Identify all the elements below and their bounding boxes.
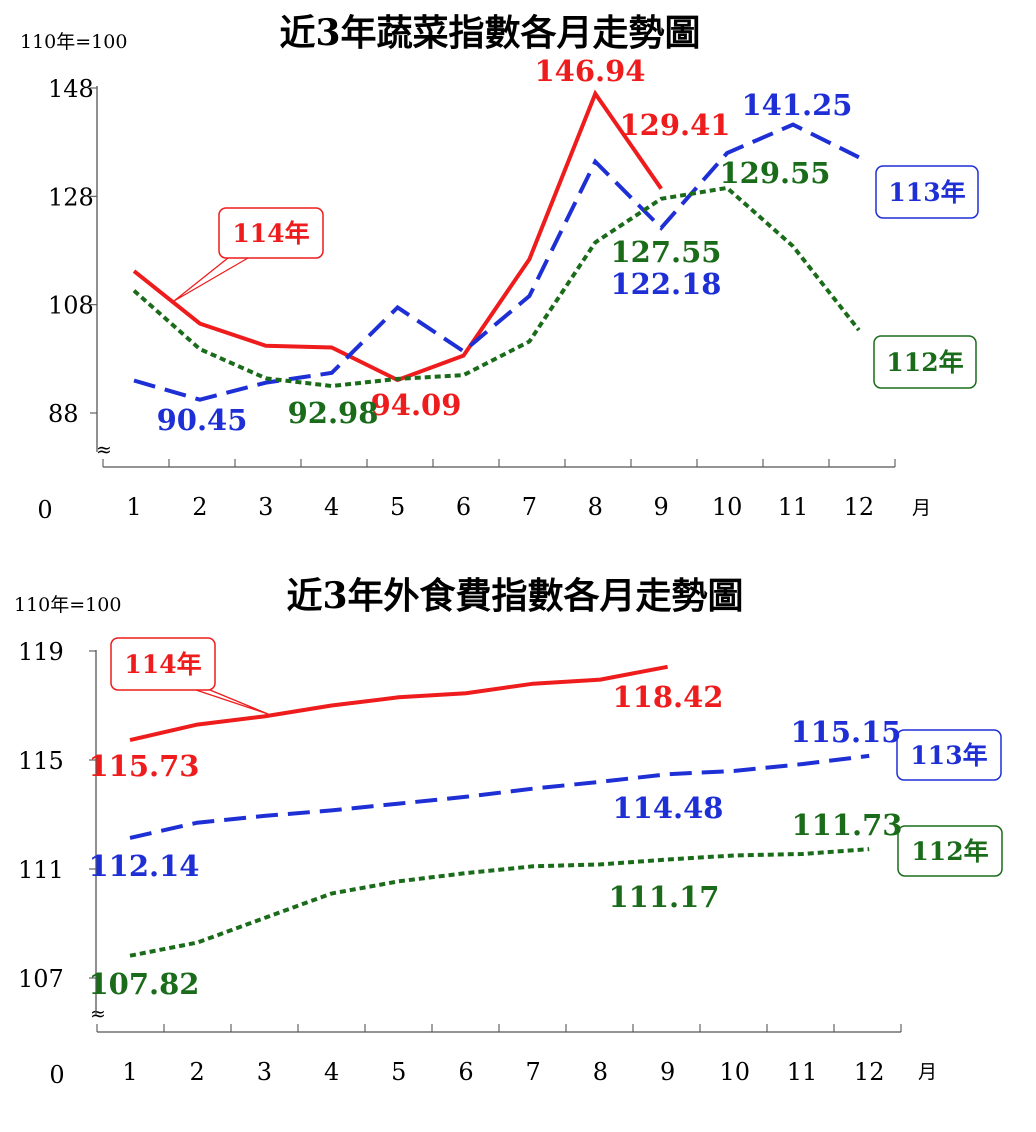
x-tick-label: 2: [190, 1058, 205, 1086]
x-tick-label: 5: [390, 493, 405, 521]
tag-text: 112年: [911, 837, 988, 866]
tag-box: [218, 207, 324, 259]
x-tick-label: 9: [660, 1058, 675, 1086]
data-label: 122.18: [611, 267, 722, 301]
series-line-113年: [133, 122, 860, 402]
y-tick-label: 119: [18, 638, 64, 666]
zero-label: 0: [49, 1061, 64, 1089]
tag-text: 112年: [886, 348, 963, 377]
tag-text: 114年: [232, 219, 309, 248]
y-tick-label: 108: [48, 292, 94, 320]
series-line-114年: [132, 89, 663, 383]
axis-break-symbol: ≈: [90, 1003, 106, 1025]
y-tick-label: 148: [48, 75, 94, 103]
x-tick-label: 10: [720, 1058, 751, 1086]
chart-title: 近3年外食費指數各月走勢圖: [286, 575, 743, 617]
x-tick-label: 12: [844, 493, 875, 521]
x-tick-label: 12: [854, 1058, 885, 1086]
tag-text: 113年: [910, 741, 987, 770]
x-tick-label: 1: [122, 1058, 137, 1086]
legend-tag-112: 112年: [897, 825, 1003, 877]
legend-tag-113: 113年: [875, 165, 979, 219]
x-tick-label: 3: [258, 493, 273, 521]
x-tick-label: 5: [391, 1058, 406, 1086]
data-label: 129.41: [620, 108, 731, 142]
data-label: 114.48: [613, 791, 724, 825]
legend-tag-113: 113年: [896, 729, 1002, 781]
data-label: 107.82: [89, 967, 200, 1001]
axis-break-symbol: ≈: [96, 439, 112, 461]
x-tick-label: 8: [593, 1058, 608, 1086]
data-label: 146.94: [535, 54, 646, 88]
data-label: 111.73: [792, 808, 903, 842]
data-label: 129.55: [720, 156, 831, 190]
data-label: 118.42: [613, 680, 724, 714]
x-tick-label: 3: [257, 1058, 272, 1086]
y-tick-label: 107: [18, 965, 64, 993]
x-tick-label: 8: [588, 493, 603, 521]
data-label: 90.45: [157, 403, 248, 437]
data-label: 115.73: [89, 749, 200, 783]
data-label: 111.17: [609, 880, 720, 914]
x-tick-label: 7: [526, 1058, 541, 1086]
tag-pointer: [173, 257, 249, 302]
x-tick-label: 11: [778, 493, 809, 521]
tag-box: [896, 729, 1002, 781]
tag-box: [875, 165, 979, 219]
x-tick-label: 6: [456, 493, 471, 521]
series-line-112年: [132, 185, 861, 389]
x-unit-label: 月: [918, 1061, 937, 1083]
data-label: 115.15: [791, 715, 902, 749]
tag-text: 114年: [124, 650, 201, 679]
x-unit-label: 月: [912, 497, 931, 519]
data-label: 127.55: [611, 235, 722, 269]
x-tick-label: 10: [712, 493, 743, 521]
x-tick-label: 7: [522, 493, 537, 521]
unit-label: 110年=100: [20, 31, 127, 53]
x-tick-label: 1: [126, 493, 141, 521]
y-tick-label: 111: [18, 856, 64, 884]
legend-tag-114: 114年: [173, 207, 324, 302]
data-label: 112.14: [89, 849, 200, 883]
y-tick-label: 88: [48, 400, 79, 428]
y-tick-label: 115: [18, 747, 64, 775]
vegetable-index-chart: 近3年蔬菜指數各月走勢圖 110年=100 0 ≈ 月 114年 113年 11…: [20, 12, 979, 524]
x-tick-label: 2: [192, 493, 207, 521]
tag-box: [110, 637, 216, 691]
tag-pointer: [195, 689, 269, 715]
data-label: 94.09: [371, 388, 462, 422]
tag-text: 113年: [888, 178, 965, 207]
dining-out-index-chart: 近3年外食費指數各月走勢圖 110年=100 0 ≈ 月 114年 113年 1…: [14, 575, 1003, 1089]
tag-box: [873, 335, 977, 389]
zero-label: 0: [37, 496, 52, 524]
legend-tag-114: 114年: [110, 637, 269, 715]
x-tick-label: 9: [654, 493, 669, 521]
x-tick-label: 11: [787, 1058, 818, 1086]
series-line-113年: [129, 753, 870, 840]
x-tick-label: 4: [324, 1058, 339, 1086]
series-line-114年: [129, 664, 668, 743]
data-label: 141.25: [742, 88, 853, 122]
series-line-112年: [129, 847, 870, 958]
y-tick-label: 128: [48, 183, 94, 211]
tag-box: [897, 825, 1003, 877]
x-tick-label: 6: [458, 1058, 473, 1086]
unit-label: 110年=100: [14, 594, 121, 616]
x-tick-label: 4: [324, 493, 339, 521]
chart-title: 近3年蔬菜指數各月走勢圖: [279, 12, 700, 54]
legend-tag-112: 112年: [873, 335, 977, 389]
data-label: 92.98: [288, 396, 379, 430]
